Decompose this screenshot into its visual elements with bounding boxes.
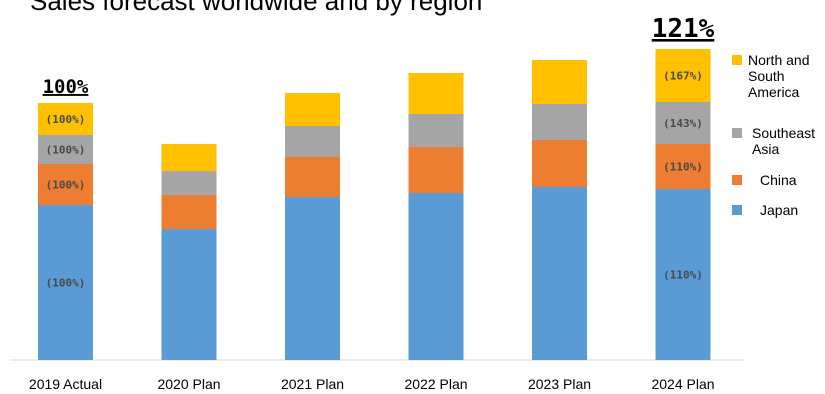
bar-southeast-asia-2022-plan xyxy=(408,114,464,147)
bar-japan-2019-actual xyxy=(38,205,93,360)
legend: North and South America Southeast Asia China J… xyxy=(732,52,815,218)
legend-label-japan: Japan xyxy=(760,202,798,218)
category-label-2023-plan: 2023 Plan xyxy=(528,376,591,392)
bar-north-and-south-america-2023-plan xyxy=(532,60,587,104)
bar-southeast-asia-2021-plan xyxy=(285,126,340,157)
category-label-2021-plan: 2021 Plan xyxy=(281,376,344,392)
category-label-2022-plan: 2022 Plan xyxy=(404,376,467,392)
chart-title: Sales forecast worldwide and by region xyxy=(30,0,482,16)
bar-north-and-south-america-2022-plan xyxy=(408,73,464,114)
labels-group: (100%) (100%) (100%) (100%) 100% 2019 Actual 2… xyxy=(29,14,715,392)
legend-label-north-and-south-america: North and South America xyxy=(748,52,809,100)
bar-japan-2020-plan xyxy=(161,229,217,360)
bar-southeast-asia-2019-actual xyxy=(38,135,93,164)
bar-southeast-asia-2023-plan xyxy=(532,104,587,140)
bar-north-and-south-america-2019-actual xyxy=(38,103,93,135)
legend-swatch-southeast-asia xyxy=(732,128,742,138)
legend-swatch-china xyxy=(732,175,742,185)
bar-china-2020-plan xyxy=(161,195,217,229)
category-label-2019-actual: 2019 Actual xyxy=(29,376,102,392)
bar-china-2019-actual xyxy=(38,164,93,205)
category-label-2024-plan: 2024 Plan xyxy=(651,376,714,392)
segment-label-japan-2024-plan: (110%) xyxy=(663,269,703,282)
segment-label-china-2019-actual: (100%) xyxy=(46,179,86,192)
bars-group xyxy=(38,49,711,360)
legend-swatch-japan xyxy=(732,205,742,215)
bar-japan-2022-plan xyxy=(408,193,464,360)
bar-china-2024-plan xyxy=(655,144,711,189)
legend-label-china: China xyxy=(760,172,797,188)
bar-north-and-south-america-2020-plan xyxy=(161,144,217,171)
bar-southeast-asia-2024-plan xyxy=(655,102,711,144)
bar-japan-2024-plan xyxy=(655,189,711,360)
category-label-2020-plan: 2020 Plan xyxy=(157,376,220,392)
segment-label-north-and-south-america-2019-actual: (100%) xyxy=(46,113,86,126)
bar-southeast-asia-2020-plan xyxy=(161,171,217,195)
bar-north-and-south-america-2021-plan xyxy=(285,93,340,126)
segment-label-southeast-asia-2019-actual: (100%) xyxy=(46,144,86,157)
bar-japan-2021-plan xyxy=(285,197,340,360)
total-label-2019-actual: 100% xyxy=(43,76,89,98)
segment-label-japan-2019-actual: (100%) xyxy=(46,277,86,290)
bar-japan-2023-plan xyxy=(532,187,587,360)
segment-label-southeast-asia-2024-plan: (143%) xyxy=(663,117,703,130)
total-label-2024-plan: 121% xyxy=(652,14,715,44)
bar-north-and-south-america-2024-plan xyxy=(655,49,711,102)
legend-swatch-north-and-south-america xyxy=(732,55,742,65)
bar-china-2023-plan xyxy=(532,140,587,187)
segment-label-north-and-south-america-2024-plan: (167%) xyxy=(663,70,703,83)
bar-china-2022-plan xyxy=(408,147,464,193)
bar-china-2021-plan xyxy=(285,157,340,197)
segment-label-china-2024-plan: (110%) xyxy=(663,161,703,174)
legend-label-southeast-asia: Southeast Asia xyxy=(752,125,815,157)
